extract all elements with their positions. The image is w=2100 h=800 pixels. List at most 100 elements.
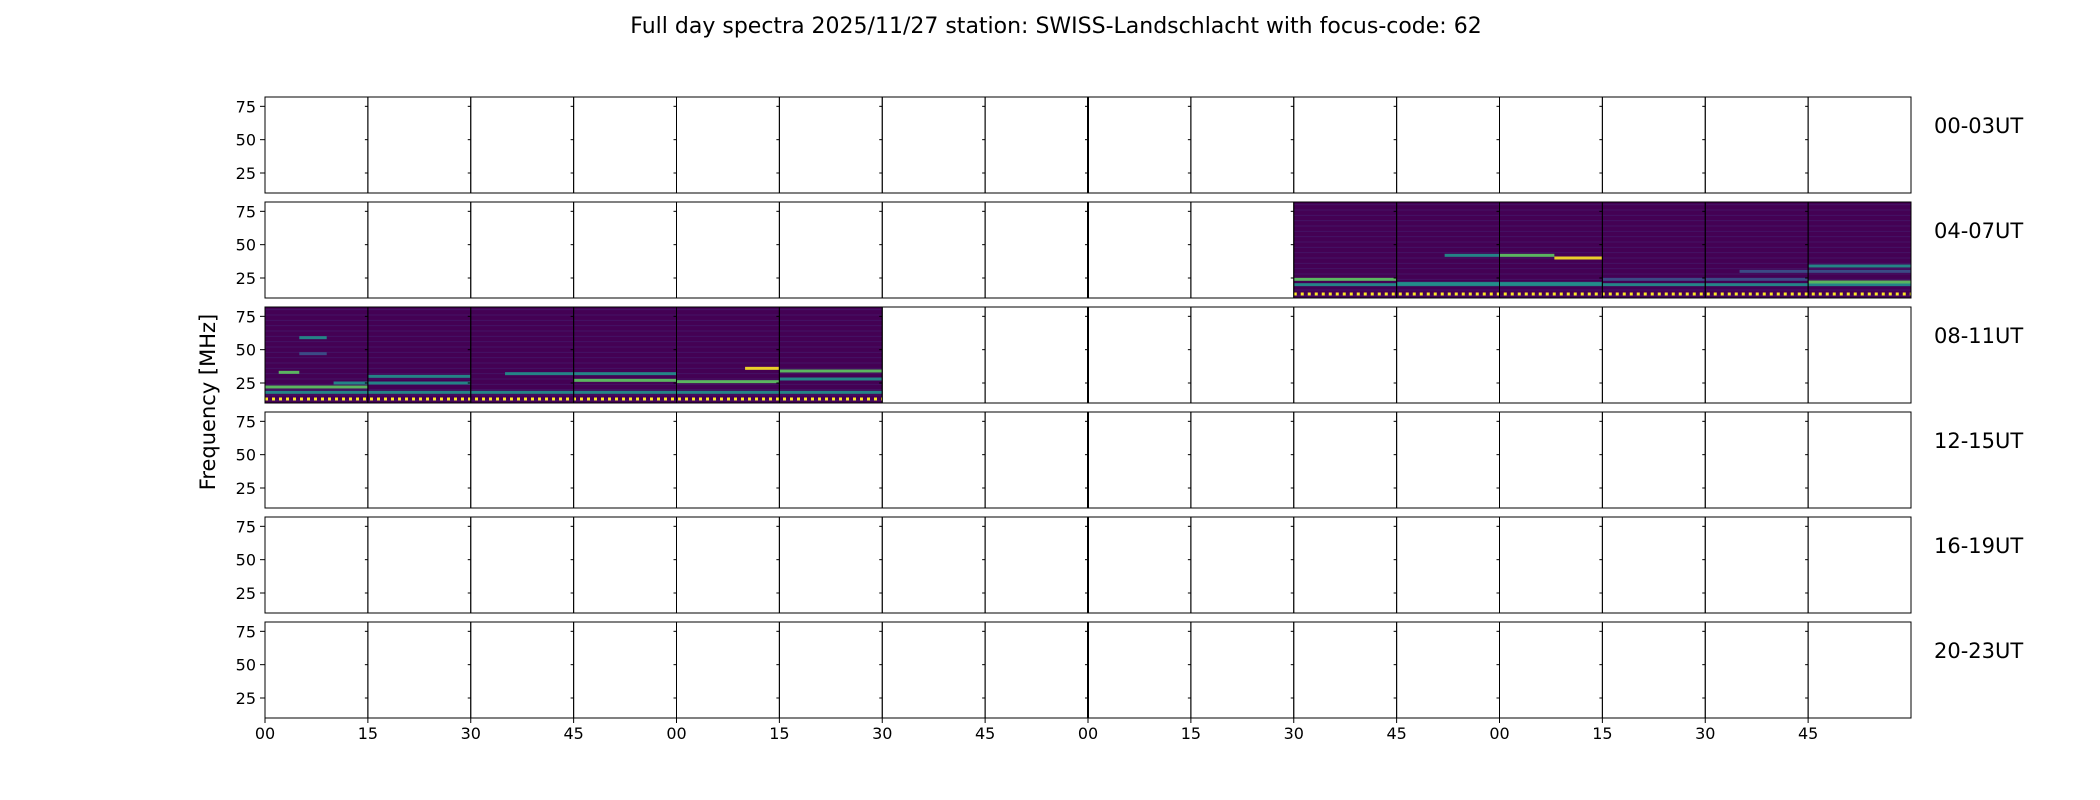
panel-frame <box>984 411 1089 509</box>
panel-frame <box>573 621 677 719</box>
panel-frame <box>778 201 883 299</box>
panel-frame <box>1396 516 1500 614</box>
y-tick-label: 25 <box>236 479 256 498</box>
spectral-band <box>299 336 327 340</box>
spectral-band <box>278 370 300 374</box>
panel-frame <box>1293 621 1398 719</box>
panel-frame <box>1601 306 1706 404</box>
x-tick-label: 45 <box>563 724 583 743</box>
panel-frame <box>1190 621 1295 719</box>
x-tick-label: 45 <box>1798 724 1818 743</box>
x-tick-label: 00 <box>1489 724 1509 743</box>
x-tick-label: 30 <box>1284 724 1304 743</box>
y-tick-label: 25 <box>236 584 256 603</box>
x-tick-label: 15 <box>358 724 378 743</box>
y-tick-label: 75 <box>236 202 256 221</box>
x-tick-label: 15 <box>769 724 789 743</box>
panel-frame <box>573 96 677 194</box>
y-tick-label: 75 <box>236 517 256 536</box>
spectral-band <box>333 381 471 385</box>
row-label: 12-15UT <box>1934 429 2023 453</box>
spectral-band <box>779 369 883 373</box>
spectral-band <box>676 380 780 384</box>
x-tick-label: 00 <box>1078 724 1098 743</box>
x-tick-label: 00 <box>666 724 686 743</box>
spectral-band <box>573 378 677 382</box>
panel-frame <box>1807 201 1912 299</box>
x-tick-label: 30 <box>872 724 892 743</box>
panel-frame <box>1704 516 1809 614</box>
panel-frame <box>1807 516 1912 614</box>
panel-frame <box>1704 621 1809 719</box>
panel-frame <box>984 516 1089 614</box>
panel-frame <box>367 621 472 719</box>
panel-frame <box>1190 201 1295 299</box>
spectral-band <box>299 352 327 356</box>
panel-frame <box>367 96 472 194</box>
panel-frame <box>470 516 575 614</box>
panel-frame <box>1704 411 1809 509</box>
panel-frame <box>1807 306 1912 404</box>
panel-frame <box>984 201 1089 299</box>
y-tick-label: 75 <box>236 412 256 431</box>
spectra-row-2: 25 50 75 08-11UT <box>236 306 2023 404</box>
panel-frame <box>264 201 369 299</box>
panel-frame <box>1087 201 1192 299</box>
y-tick-label: 50 <box>236 656 256 675</box>
spectral-band <box>1808 280 1911 284</box>
x-tick-label: 15 <box>1592 724 1612 743</box>
panel-frame <box>264 411 369 509</box>
spectral-band <box>1739 269 1911 273</box>
x-tick-label: 45 <box>1386 724 1406 743</box>
y-tick-label: 75 <box>236 307 256 326</box>
panel-frame <box>367 516 472 614</box>
panel-frame <box>1807 621 1912 719</box>
panel-frame <box>1293 516 1398 614</box>
x-tick-label: 15 <box>1181 724 1201 743</box>
spectral-band <box>1444 253 1500 257</box>
panel-frame <box>1190 411 1295 509</box>
y-tick-label: 25 <box>236 269 256 288</box>
panel-frame <box>881 516 986 614</box>
panel-frame <box>1601 411 1706 509</box>
y-axis-label: Frequency [MHz] <box>196 314 220 490</box>
panel-frame <box>1499 621 1603 719</box>
x-tick-labels: 00 15 30 45 00 15 30 45 00 15 30 45 00 15 30 45 <box>255 718 1818 743</box>
panel-frame <box>778 96 883 194</box>
panel-frame <box>470 621 575 719</box>
panel-frame <box>984 621 1089 719</box>
spectral-band <box>505 372 677 376</box>
panel-frame <box>1293 411 1398 509</box>
panel-frame <box>881 411 986 509</box>
y-tick-label: 50 <box>236 551 256 570</box>
row-label: 16-19UT <box>1934 534 2023 558</box>
spectral-band <box>779 377 883 381</box>
panel-frame <box>573 516 677 614</box>
panel-frame <box>881 621 986 719</box>
panel-frame <box>1087 96 1192 194</box>
chart-title: Full day spectra 2025/11/27 station: SWI… <box>630 14 1481 39</box>
y-tick-label: 50 <box>236 131 256 150</box>
spectra-row-1: 25 50 75 04-07UT <box>236 201 2023 299</box>
panel-frame <box>1396 621 1500 719</box>
panel-frame <box>881 201 986 299</box>
rows-layer: 25507500-03UT25507504-07UT25507508-11UT2… <box>236 96 2023 719</box>
panel-frame <box>1190 306 1295 404</box>
panel-frame <box>1396 306 1500 404</box>
panel-frame <box>367 411 472 509</box>
panel-frame <box>778 516 883 614</box>
spectral-band <box>1499 253 1555 257</box>
panel-frame <box>1190 96 1295 194</box>
panel-frame <box>1601 516 1706 614</box>
panel-frame <box>1087 411 1192 509</box>
y-tick-label: 50 <box>236 236 256 255</box>
panel-frame <box>1601 621 1706 719</box>
spectral-band <box>1808 264 1911 268</box>
panel-frame <box>881 306 986 404</box>
panel-frame <box>367 201 472 299</box>
panel-frame <box>1087 306 1192 404</box>
panel-frame <box>676 96 780 194</box>
y-tick-label: 25 <box>236 164 256 183</box>
panel-frame <box>1087 516 1192 614</box>
panel-frame <box>676 516 780 614</box>
